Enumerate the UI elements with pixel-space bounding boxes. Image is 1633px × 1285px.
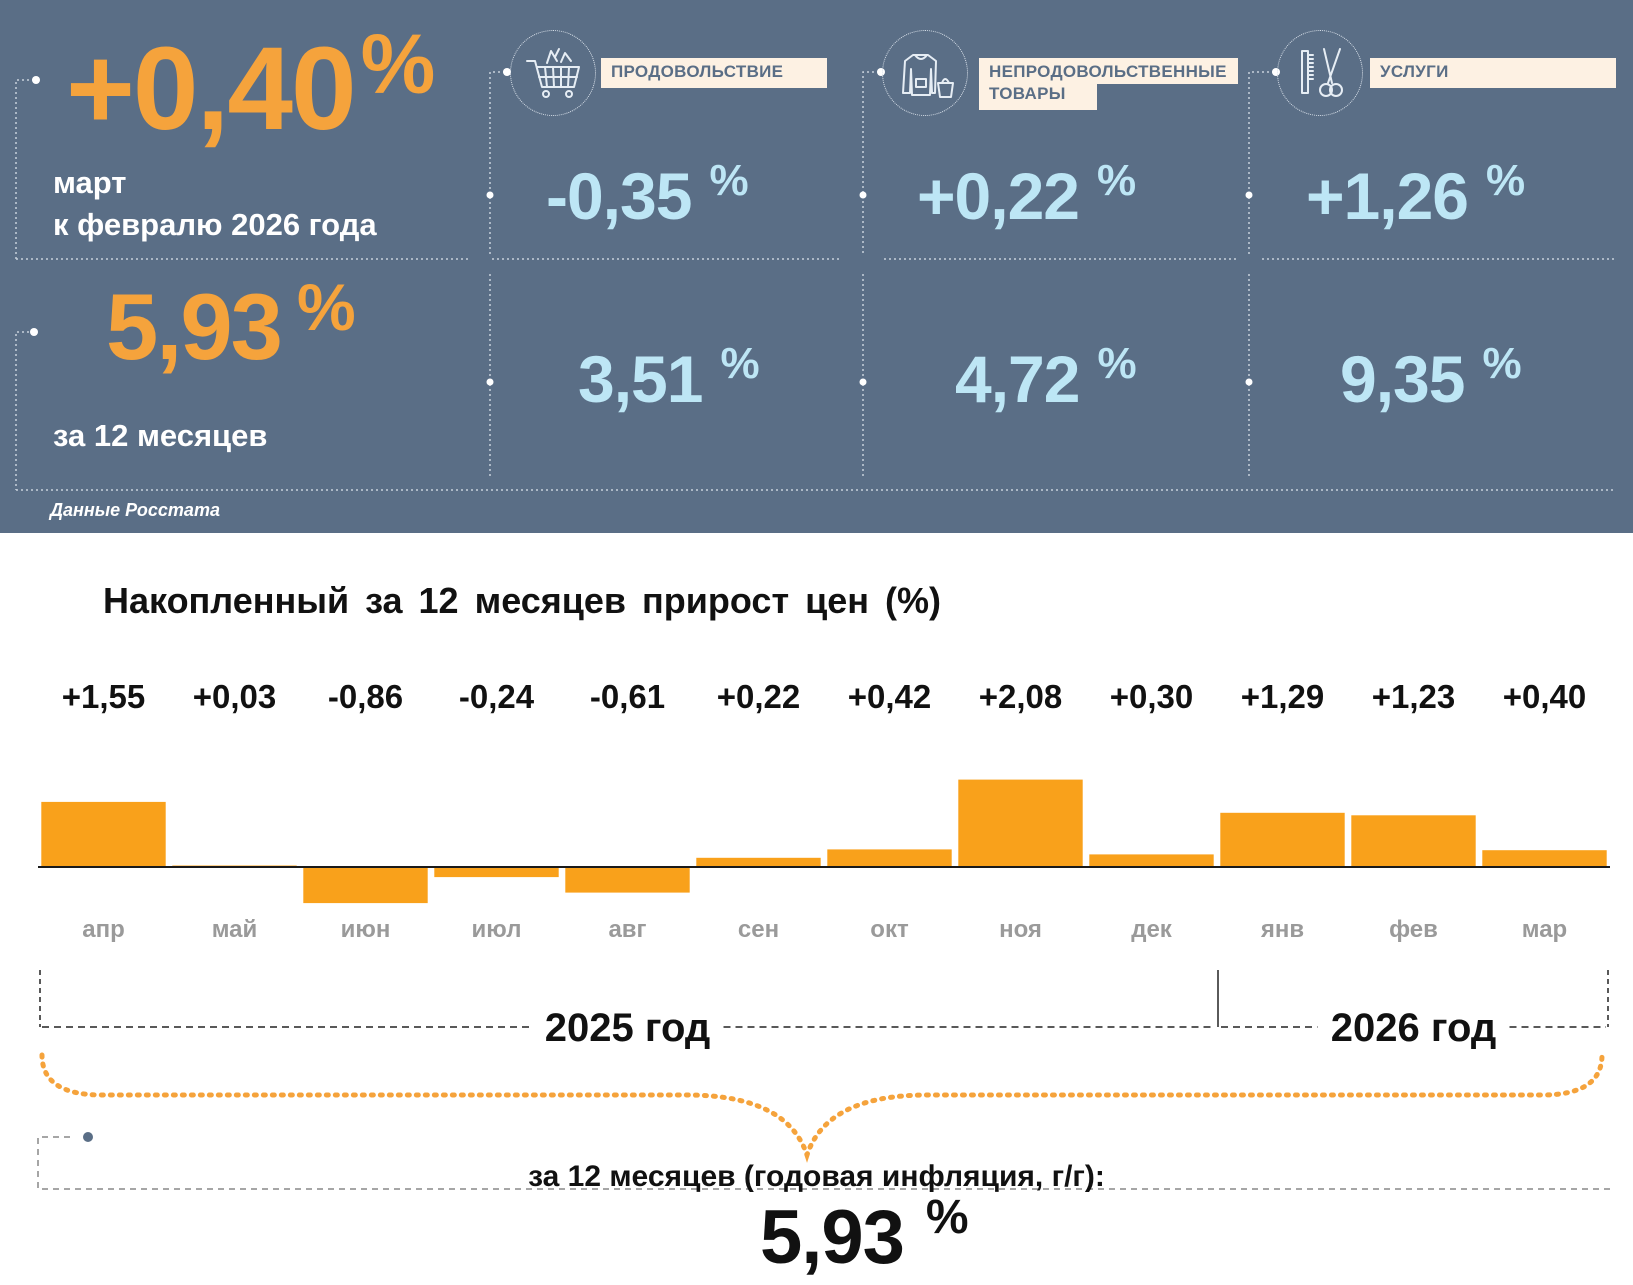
bar-дек (1089, 854, 1214, 867)
bar-окт (827, 849, 952, 867)
month-labels: апр май июн июл авг сен окт ноя дек янв фев мар (82, 916, 1567, 943)
services-monthly-number: +1,26 (1306, 159, 1469, 233)
value-label-июл: -0,24 (459, 678, 535, 715)
month-label-апр: апр (82, 916, 125, 943)
value-label-окт: +0,42 (848, 678, 932, 715)
source-note: Данные Росстата (50, 500, 220, 520)
monthly-caption-period: к февралю 2026 года (53, 207, 377, 242)
annual-inflation-unit: % (296, 270, 356, 344)
nonfood-monthly-number: +0,22 (917, 159, 1080, 233)
services-monthly-unit: % (1486, 156, 1525, 205)
bar-апр (41, 801, 166, 867)
value-label-сен: +0,22 (717, 678, 801, 715)
value-label-ноя: +2,08 (979, 678, 1063, 715)
monthly-caption-month: март (53, 165, 127, 200)
year-label: 2026 год (1331, 1006, 1497, 1050)
bar-сен (696, 857, 821, 867)
bar-июн (303, 867, 428, 904)
category-label-services: УСЛУГИ (1370, 58, 1616, 88)
value-label-фев: +1,23 (1372, 678, 1456, 715)
food-annual-number: 3,51 (578, 342, 703, 416)
year-label: 2025 год (545, 1006, 711, 1050)
bar-ноя (958, 779, 1083, 867)
month-label-май: май (212, 916, 258, 943)
nonfood-annual-value: 4,72% (955, 342, 1137, 413)
inflation-summary-panel: +0,40% март к февралю 2026 года 5,93% за… (0, 0, 1633, 533)
value-label-янв: +1,29 (1241, 678, 1325, 715)
month-label-июн: июн (341, 916, 391, 943)
nonfood-monthly-unit: % (1097, 156, 1136, 205)
year-brackets: 2025 год 2026 год (39, 970, 1609, 1050)
month-label-мар: мар (1522, 916, 1567, 943)
chart-title-bracket (37, 1136, 1610, 1190)
category-label-nonfood-line2: ТОВАРЫ (979, 84, 1097, 110)
value-label-авг: -0,61 (590, 678, 665, 715)
comb-scissors-icon (1277, 30, 1363, 116)
bar-янв (1220, 812, 1345, 867)
services-annual-value: 9,35% (1340, 342, 1522, 413)
summary-value: 5,93% (760, 1194, 969, 1276)
category-label-nonfood: НЕПРОДОВОЛЬСТВЕННЫЕ (979, 58, 1238, 84)
month-label-янв: янв (1260, 916, 1304, 943)
annual-caption: за 12 месяцев (53, 418, 268, 453)
monthly-inflation-value: +0,40% (66, 22, 435, 155)
nonfood-annual-unit: % (1097, 339, 1136, 388)
month-label-фев: фев (1389, 916, 1438, 943)
clothing-icon (882, 30, 968, 116)
month-label-сен: сен (738, 916, 779, 943)
services-annual-number: 9,35 (1340, 342, 1465, 416)
chart-title-bullet (83, 1132, 93, 1142)
food-annual-value: 3,51% (578, 342, 760, 413)
value-label-апр: +1,55 (62, 678, 146, 715)
value-label-май: +0,03 (193, 678, 277, 715)
food-monthly-number: -0,35 (546, 159, 692, 233)
month-label-июл: июл (472, 916, 522, 943)
annual-inflation-value: 5,93% (106, 274, 356, 379)
summary-unit: % (925, 1191, 969, 1244)
bars (41, 779, 1607, 904)
month-label-авг: авг (608, 916, 646, 943)
value-labels: +1,55 +0,03 -0,86 -0,24 -0,61 +0,22 +0,42 +2,08… (62, 678, 1587, 715)
food-annual-unit: % (720, 339, 759, 388)
nonfood-monthly-value: +0,22% (917, 159, 1136, 230)
month-label-дек: дек (1131, 916, 1173, 943)
services-annual-unit: % (1482, 339, 1521, 388)
month-label-ноя: ноя (999, 916, 1042, 943)
bar-фев (1351, 815, 1476, 867)
summary-caption: за 12 месяцев (годовая инфляция, г/г): (528, 1160, 1105, 1193)
shopping-cart-icon (510, 30, 596, 116)
bar-авг (565, 867, 690, 893)
monthly-inflation-unit: % (360, 17, 436, 111)
month-label-окт: окт (870, 916, 909, 943)
value-label-мар: +0,40 (1503, 678, 1587, 715)
annual-inflation-number: 5,93 (106, 274, 283, 379)
category-label-food: ПРОДОВОЛЬСТВИЕ (601, 58, 827, 88)
chart-title: Накопленный за 12 месяцев прирост цен (%… (103, 580, 941, 621)
food-monthly-unit: % (709, 156, 748, 205)
year-brace (39, 1052, 1605, 1163)
food-monthly-value: -0,35% (546, 159, 749, 230)
nonfood-annual-number: 4,72 (955, 342, 1080, 416)
bar-июл (434, 867, 559, 878)
bar-мар (1482, 850, 1607, 867)
monthly-inflation-number: +0,40 (66, 23, 357, 155)
value-label-июн: -0,86 (328, 678, 403, 715)
summary-number: 5,93 (760, 1195, 905, 1280)
services-monthly-value: +1,26% (1306, 159, 1525, 230)
monthly-bar-chart: +1,55 +0,03 -0,86 -0,24 -0,61 +0,22 +0,42 +2,08… (37, 678, 1610, 1190)
value-label-дек: +0,30 (1110, 678, 1194, 715)
